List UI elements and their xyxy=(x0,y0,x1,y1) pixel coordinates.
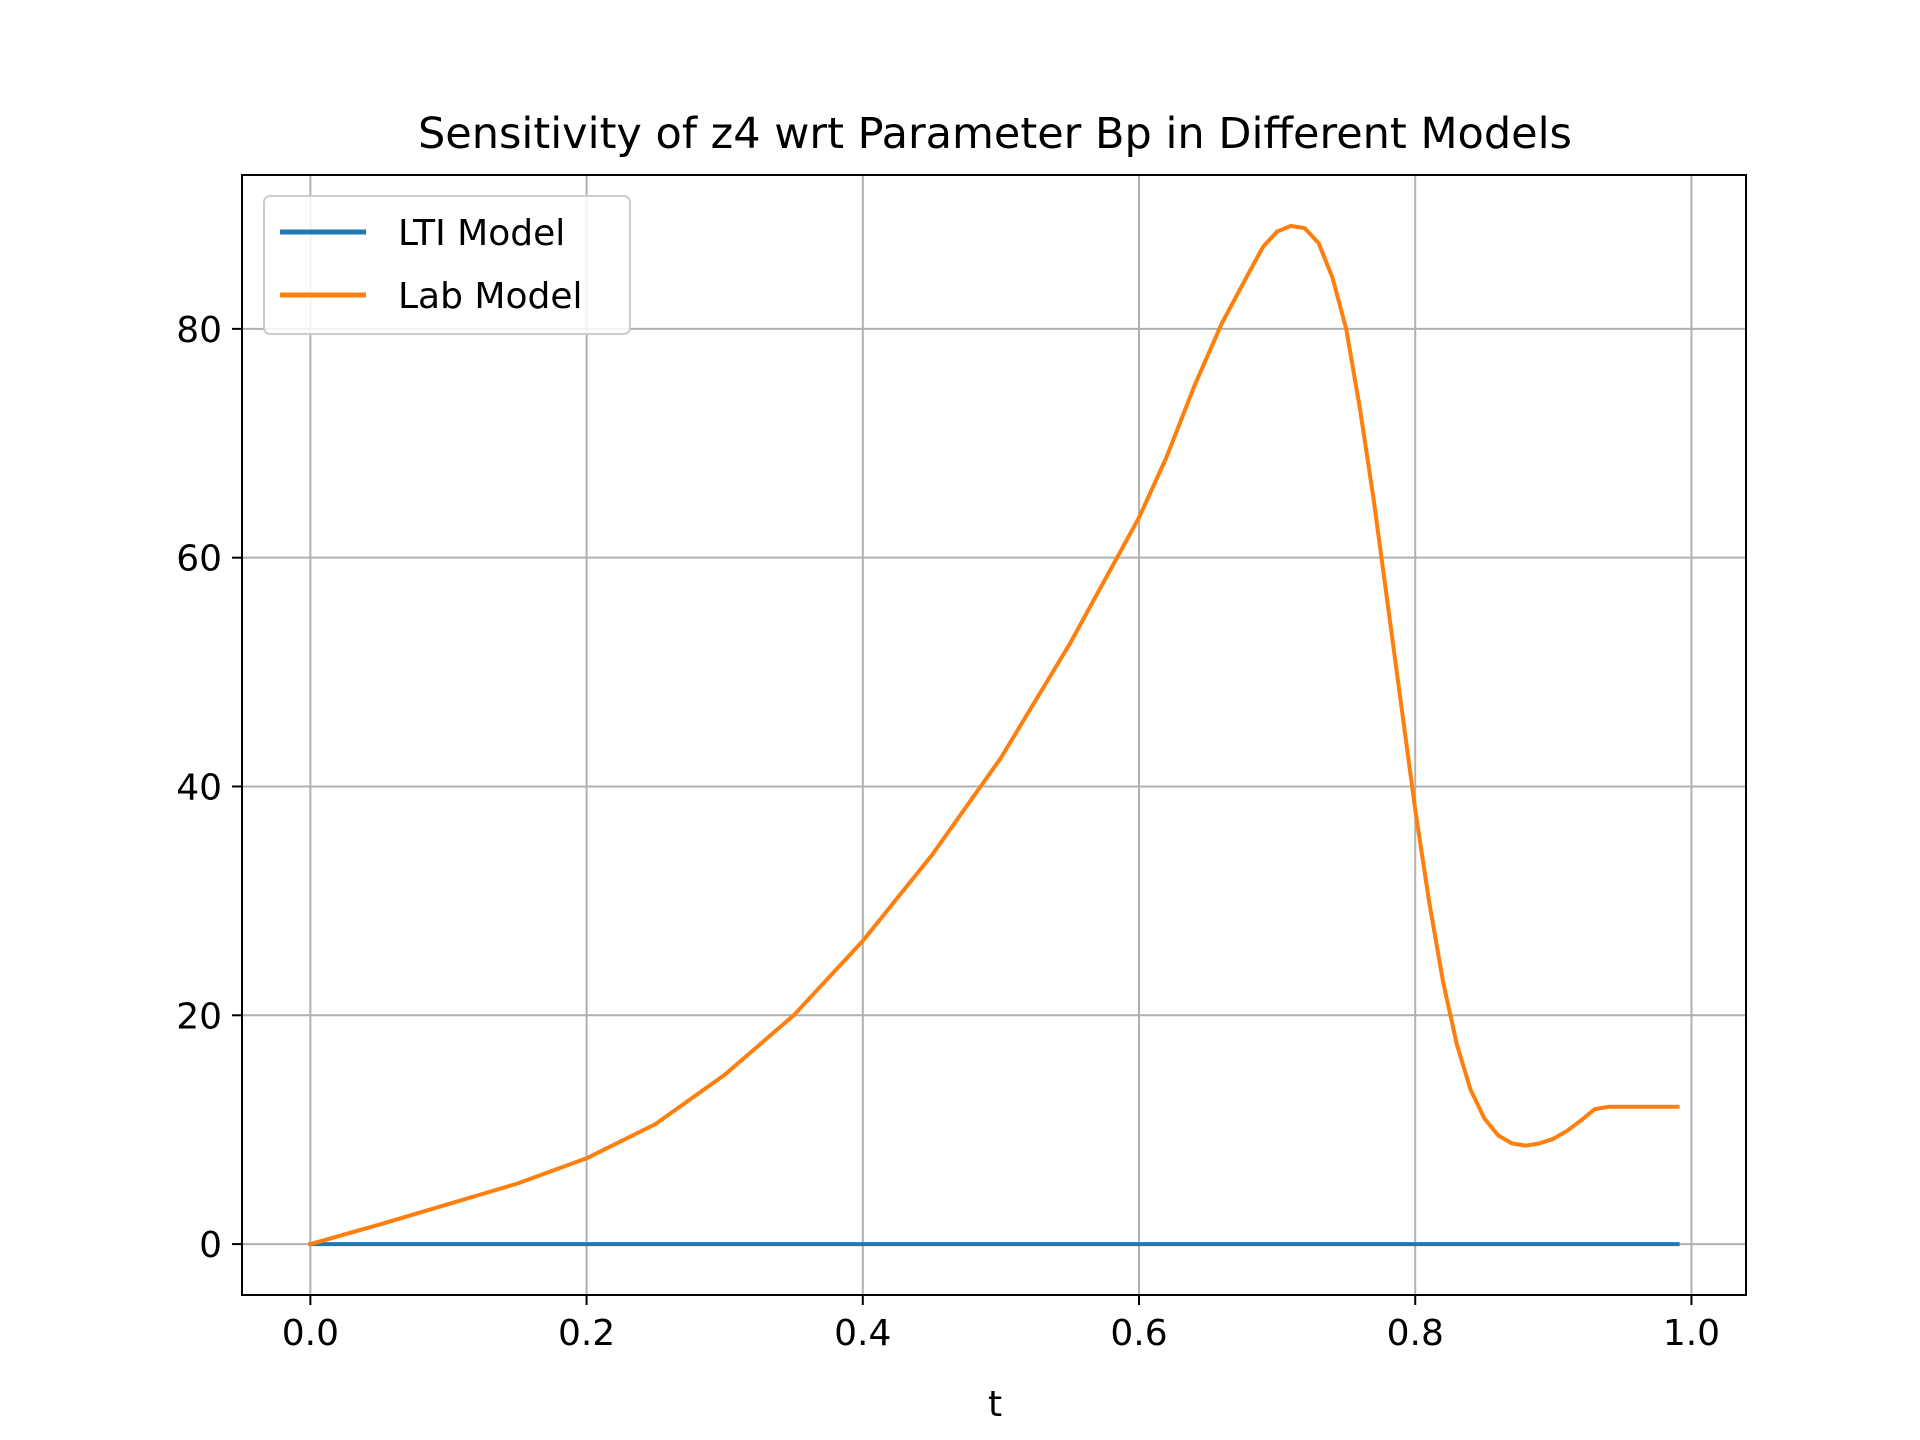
y-tick-label: 40 xyxy=(176,767,222,808)
legend-label-lab-model: Lab Model xyxy=(398,276,583,317)
y-tick-label: 80 xyxy=(176,310,222,351)
x-tick-label: 0.2 xyxy=(558,1313,615,1354)
y-tick-label: 0 xyxy=(199,1225,222,1266)
y-tick-label: 20 xyxy=(176,996,222,1037)
x-axis-title: t xyxy=(988,1384,1002,1425)
x-tick-label: 0.8 xyxy=(1387,1313,1444,1354)
y-tick-label: 60 xyxy=(176,539,222,580)
x-tick-label: 1.0 xyxy=(1663,1313,1720,1354)
chart-title: Sensitivity of z4 wrt Parameter Bp in Di… xyxy=(418,109,1572,159)
series-group xyxy=(307,223,1680,1247)
x-tick-label: 0.4 xyxy=(834,1313,891,1354)
series-line-lab-model xyxy=(307,223,1680,1247)
plot-frame xyxy=(241,174,1747,1296)
grid xyxy=(242,175,1746,1295)
x-tick-label: 0.0 xyxy=(282,1313,339,1354)
legend: LTI Model Lab Model xyxy=(263,195,631,335)
x-tick-label: 0.6 xyxy=(1110,1313,1167,1354)
legend-label-lti-model: LTI Model xyxy=(398,213,565,254)
axis-ticks: 0.0 0.2 0.4 0.6 0.8 1.0 0 20 40 60 80 xyxy=(176,310,1720,1354)
